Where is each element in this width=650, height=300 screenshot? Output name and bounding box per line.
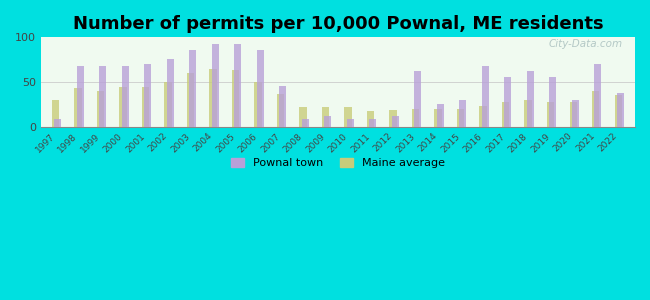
Bar — [547, 103, 554, 127]
Bar — [392, 116, 399, 127]
Bar — [254, 82, 262, 127]
Bar — [257, 50, 264, 127]
Bar — [594, 64, 601, 127]
Bar — [142, 87, 149, 127]
Bar — [302, 119, 309, 127]
Bar — [460, 100, 467, 127]
Bar — [549, 77, 556, 127]
Bar — [97, 91, 104, 127]
Bar — [346, 119, 354, 127]
Bar — [189, 50, 196, 127]
Bar — [572, 100, 579, 127]
Bar — [144, 64, 151, 127]
Bar — [74, 88, 82, 127]
Bar — [389, 110, 396, 127]
Bar — [164, 82, 172, 127]
Legend: Pownal town, Maine average: Pownal town, Maine average — [226, 153, 450, 173]
Bar — [232, 70, 239, 127]
Bar — [234, 44, 241, 127]
Bar — [54, 119, 61, 127]
Bar — [322, 107, 329, 127]
Bar — [412, 109, 419, 127]
Bar — [480, 106, 487, 127]
Bar — [280, 86, 287, 127]
Bar — [300, 107, 307, 127]
Bar — [569, 102, 577, 127]
Bar — [52, 100, 59, 127]
Bar — [614, 95, 621, 127]
Bar — [369, 119, 376, 127]
Bar — [457, 109, 464, 127]
Bar — [592, 91, 599, 127]
Bar — [99, 66, 107, 127]
Title: Number of permits per 10,000 Pownal, ME residents: Number of permits per 10,000 Pownal, ME … — [73, 15, 603, 33]
Bar — [437, 104, 444, 127]
Bar — [414, 71, 421, 127]
Bar — [166, 59, 174, 127]
Bar — [525, 100, 532, 127]
Bar — [277, 94, 284, 127]
Bar — [344, 107, 352, 127]
Bar — [482, 66, 489, 127]
Bar — [526, 71, 534, 127]
Bar — [434, 109, 442, 127]
Bar — [120, 87, 127, 127]
Bar — [502, 103, 509, 127]
Bar — [367, 111, 374, 127]
Bar — [617, 93, 624, 127]
Bar — [122, 66, 129, 127]
Bar — [77, 66, 84, 127]
Text: City-Data.com: City-Data.com — [549, 39, 623, 49]
Bar — [212, 44, 219, 127]
Bar — [209, 70, 216, 127]
Bar — [504, 77, 512, 127]
Bar — [187, 73, 194, 127]
Bar — [324, 116, 332, 127]
